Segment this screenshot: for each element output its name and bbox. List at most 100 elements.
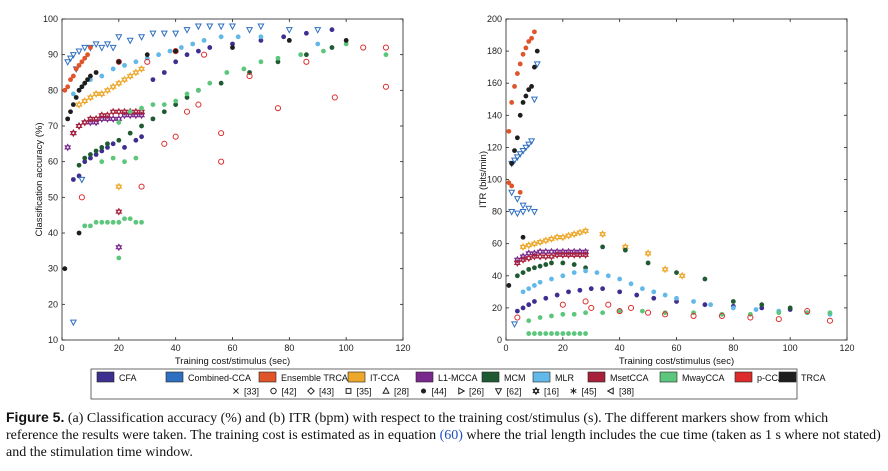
data-point — [702, 276, 708, 282]
data-point — [149, 30, 157, 38]
y-tick-label: 30 — [48, 264, 58, 274]
data-point — [382, 44, 390, 51]
legend-box — [90, 368, 798, 400]
data-point — [68, 77, 73, 83]
x-tick-label: 20 — [558, 343, 568, 353]
series-ensemble-trca — [62, 45, 93, 93]
x-tick-label: 80 — [728, 343, 738, 353]
data-point — [98, 111, 106, 120]
data-point — [678, 271, 686, 280]
data-point — [85, 77, 90, 83]
data-point — [109, 107, 117, 116]
data-point — [576, 250, 584, 259]
x-tick-label: 60 — [227, 343, 237, 353]
x-axis-label: Training cost/stimulus (sec) — [175, 356, 290, 367]
data-point — [110, 155, 116, 161]
data-point — [691, 299, 696, 304]
legend-swatch — [165, 371, 184, 383]
data-point — [207, 45, 213, 50]
data-point — [105, 141, 110, 147]
y-tick-label: 90 — [48, 50, 58, 60]
data-point — [513, 258, 521, 267]
legend-label: L1-MCCA — [438, 373, 478, 383]
data-point — [314, 27, 322, 34]
figure-caption: Figure 5. (a) Classification accuracy (%… — [6, 409, 882, 461]
data-point — [543, 262, 549, 267]
data-point — [110, 66, 116, 72]
data-point — [92, 114, 100, 123]
data-point — [303, 30, 309, 36]
data-point — [534, 48, 540, 54]
data-point — [69, 52, 77, 59]
data-point — [532, 265, 537, 271]
data-point — [110, 219, 116, 225]
data-point — [206, 23, 214, 31]
legend-ref-label: [44] — [432, 387, 447, 397]
data-point — [241, 66, 247, 72]
data-point — [532, 299, 537, 304]
data-point — [133, 155, 139, 161]
data-point — [133, 219, 139, 225]
data-point — [617, 276, 623, 282]
data-point — [600, 244, 606, 250]
data-point — [571, 331, 577, 336]
data-point — [536, 238, 544, 247]
data-point — [651, 295, 657, 301]
legend-ref-label: [26] — [469, 387, 484, 397]
data-point — [753, 307, 759, 312]
data-point — [298, 52, 304, 58]
data-point — [66, 55, 75, 63]
data-point — [520, 234, 526, 240]
data-point — [553, 250, 561, 259]
data-point — [600, 310, 606, 316]
data-point — [196, 48, 201, 54]
data-point — [543, 295, 549, 301]
data-point — [81, 44, 89, 52]
data-point — [73, 95, 79, 100]
data-point — [526, 266, 532, 272]
data-point — [513, 210, 521, 218]
x-tick-label: 40 — [615, 343, 625, 353]
series-it-cca — [519, 226, 686, 280]
equation-link[interactable]: (60) — [439, 428, 463, 443]
legend-ref-label: [43] — [319, 387, 334, 397]
legend-swatch — [532, 371, 551, 383]
data-point — [513, 154, 521, 162]
data-point — [553, 233, 561, 242]
data-point — [708, 302, 713, 308]
data-point — [115, 34, 123, 41]
legend-ref-label: [16] — [544, 387, 559, 397]
data-point — [559, 233, 567, 242]
data-point — [514, 273, 520, 279]
y-tick-label: 100 — [43, 14, 58, 24]
data-point — [82, 80, 88, 86]
data-point — [82, 223, 88, 229]
data-point — [533, 61, 541, 69]
data-point — [315, 41, 321, 47]
data-point — [183, 108, 191, 115]
data-point — [70, 102, 76, 107]
legend-marker-icon — [382, 386, 390, 394]
data-point — [526, 39, 532, 44]
data-point — [537, 279, 543, 285]
data-point — [115, 79, 123, 88]
data-point — [517, 61, 523, 67]
legend-swatch — [415, 371, 434, 383]
data-point — [127, 109, 133, 115]
data-point — [582, 298, 589, 305]
data-point — [594, 270, 600, 275]
data-point — [116, 59, 122, 65]
data-point — [235, 34, 241, 40]
legend-label: p-CCA — [757, 373, 784, 383]
data-point — [588, 304, 595, 311]
series-msetcca — [513, 250, 590, 267]
data-point — [88, 155, 93, 161]
data-point — [536, 252, 544, 261]
data-point — [530, 239, 538, 248]
series-l1-mcca — [513, 247, 590, 264]
data-point — [827, 310, 833, 316]
series-mwaycca — [82, 41, 389, 261]
y-tick-label: 120 — [487, 142, 502, 152]
y-tick-label: 160 — [487, 78, 502, 88]
data-point — [571, 262, 577, 267]
